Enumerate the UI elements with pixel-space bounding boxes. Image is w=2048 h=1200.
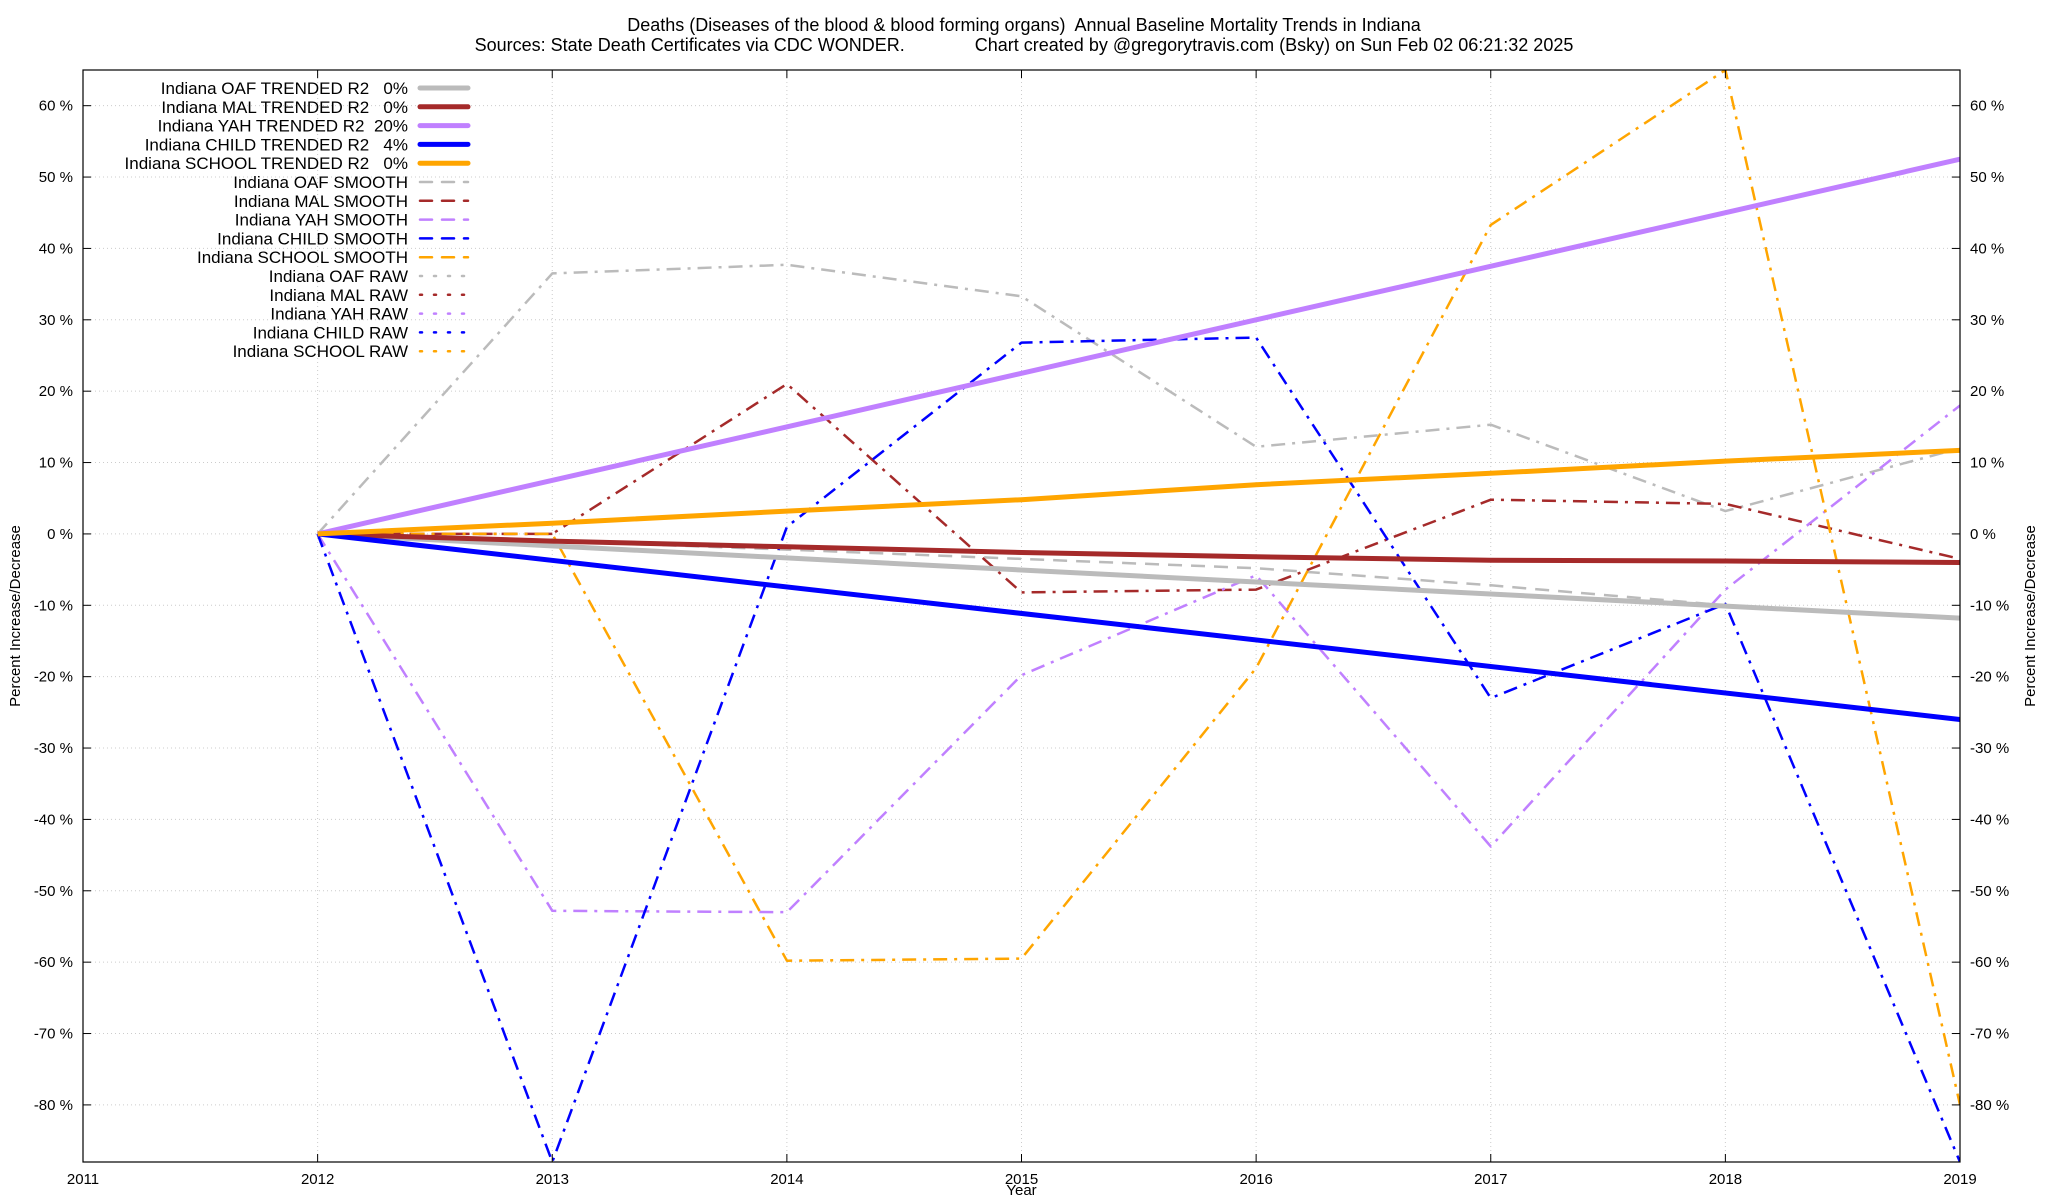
- y-tick-label-right: 60 %: [1970, 98, 2004, 115]
- series-line-10: [316, 263, 1960, 535]
- x-axis-label: Year: [1006, 1182, 1036, 1199]
- y-tick-label-right: 10 %: [1970, 455, 2004, 472]
- y-tick-label-left: 40 %: [39, 240, 73, 257]
- y-tick-label-right: -10 %: [1970, 597, 2009, 614]
- y-tick-label-right: 20 %: [1970, 383, 2004, 400]
- y-tick-label-left: -10 %: [34, 597, 73, 614]
- x-tick-label: 2013: [536, 1171, 569, 1188]
- series-line-1: [317, 531, 1960, 565]
- legend-label-9: Indiana SCHOOL SMOOTH: [197, 248, 408, 267]
- legend-label-6: Indiana MAL SMOOTH: [234, 192, 408, 211]
- series-line-13: [316, 336, 1960, 1162]
- y-tick-label-left: -30 %: [34, 740, 73, 757]
- series-line-0: [317, 531, 1960, 621]
- x-tick-label: 2017: [1474, 1171, 1507, 1188]
- y-tick-label-right: -80 %: [1970, 1097, 2009, 1114]
- y-tick-label-left: -80 %: [34, 1097, 73, 1114]
- legend-label-5: Indiana OAF SMOOTH: [233, 173, 408, 192]
- x-tick-label: 2019: [1943, 1171, 1976, 1188]
- y-tick-label-right: -30 %: [1970, 740, 2009, 757]
- y-tick-label-left: -70 %: [34, 1026, 73, 1043]
- y-tick-label-right: 30 %: [1970, 312, 2004, 329]
- y-tick-label-left: -50 %: [34, 883, 73, 900]
- legend-label-12: Indiana YAH RAW: [270, 305, 408, 324]
- x-tick-label: 2015: [1005, 1171, 1038, 1188]
- y-tick-label-left: 20 %: [39, 383, 73, 400]
- legend-label-2: Indiana YAH TRENDED R2 20%: [158, 117, 408, 136]
- x-tick-label: 2011: [67, 1171, 99, 1188]
- y-tick-label-left: 30 %: [39, 312, 73, 329]
- legend-label-0: Indiana OAF TRENDED R2 0%: [161, 79, 408, 98]
- y-tick-label-right: 50 %: [1970, 169, 2004, 186]
- legend-label-11: Indiana MAL RAW: [269, 286, 408, 305]
- legend-label-8: Indiana CHILD SMOOTH: [217, 229, 408, 248]
- y-tick-label-left: 10 %: [39, 455, 73, 472]
- x-tick-label: 2012: [301, 1171, 334, 1188]
- y-tick-label-left: -60 %: [34, 954, 73, 971]
- y-tick-label-left: 60 %: [39, 98, 73, 115]
- series-line-11: [317, 382, 1960, 594]
- x-tick-label: 2014: [770, 1171, 803, 1188]
- y-tick-label-right: -20 %: [1970, 669, 2009, 686]
- y-tick-label-right: -60 %: [1970, 954, 2009, 971]
- y-tick-label-left: 50 %: [39, 169, 73, 186]
- series-lines: [316, 70, 1960, 1162]
- y-axis-label-left: Percent Increase/Decrease: [7, 525, 24, 707]
- series-line-12: [316, 404, 1960, 914]
- y-tick-label-left: -20 %: [34, 669, 73, 686]
- y-tick-label-left: -40 %: [34, 811, 73, 828]
- chart-subtitle: Sources: State Death Certificates via CD…: [474, 35, 1574, 55]
- y-tick-label-right: -70 %: [1970, 1026, 2009, 1043]
- legend-label-7: Indiana YAH SMOOTH: [235, 211, 408, 230]
- legend-label-10: Indiana OAF RAW: [269, 267, 408, 286]
- legend-label-3: Indiana CHILD TRENDED R2 4%: [145, 135, 408, 154]
- series-line-14: [317, 70, 1960, 1106]
- y-tick-label-right: -50 %: [1970, 883, 2009, 900]
- series-line-4: [317, 447, 1960, 537]
- chart-title: Deaths (Diseases of the blood & blood fo…: [627, 15, 1421, 35]
- legend-label-13: Indiana CHILD RAW: [253, 323, 408, 342]
- y-tick-label-right: 40 %: [1970, 240, 2004, 257]
- series-line-2: [317, 156, 1960, 537]
- x-tick-label: 2016: [1239, 1171, 1272, 1188]
- legend-label-14: Indiana SCHOOL RAW: [233, 342, 408, 361]
- grid-lines: [82, 70, 1961, 1162]
- y-axis-label-right: Percent Increase/Decrease: [2022, 525, 2039, 707]
- axis-ticks: 2011 2012 2013 2014 2015 2016 2017 2018 2019 60 %…: [34, 70, 2009, 1188]
- legend: Indiana OAF TRENDED R2 0%Indiana MAL TRE…: [125, 79, 471, 361]
- y-tick-label-right: -40 %: [1970, 811, 2009, 828]
- legend-label-1: Indiana MAL TRENDED R2 0%: [161, 98, 408, 117]
- legend-label-4: Indiana SCHOOL TRENDED R2 0%: [125, 154, 408, 173]
- series-line-3: [317, 531, 1960, 722]
- x-tick-label: 2018: [1709, 1171, 1742, 1188]
- y-tick-label-right: 0 %: [1970, 526, 1996, 543]
- y-tick-label-left: 0 %: [47, 526, 73, 543]
